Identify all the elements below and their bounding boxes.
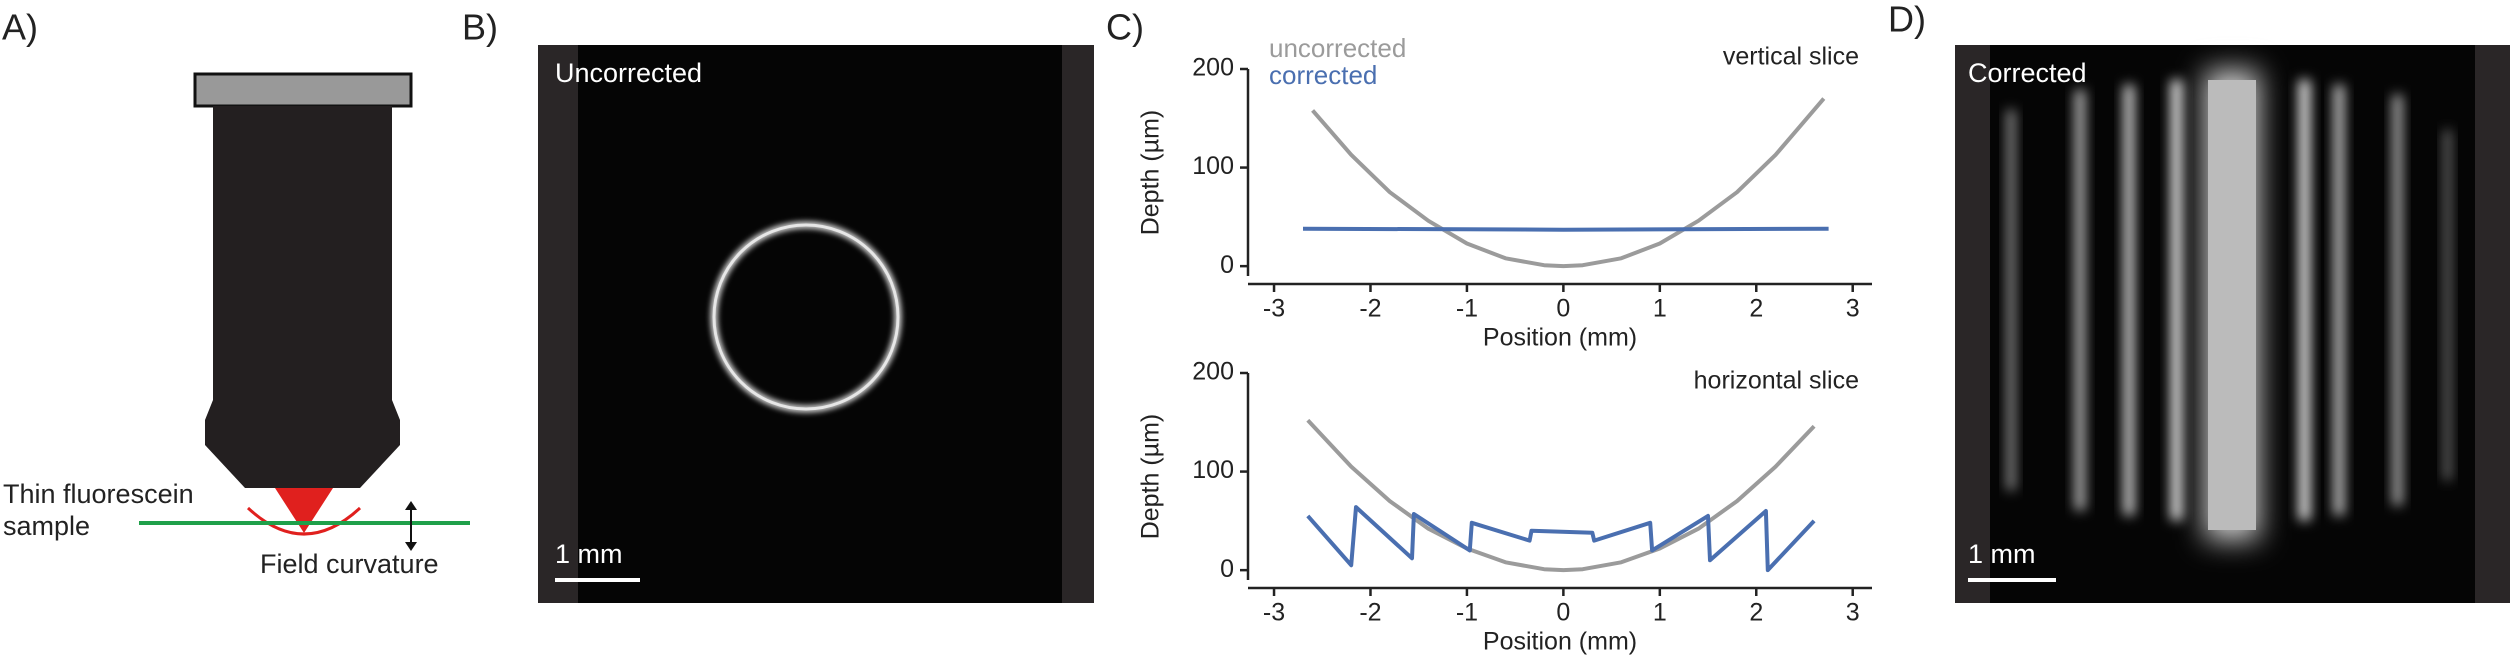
x-tick-label: -2 <box>1359 295 1381 323</box>
panel-label: D) <box>1888 0 1926 40</box>
x-tick-label: 0 <box>1556 599 1570 627</box>
y-tick-label: 100 <box>1192 152 1234 180</box>
panel-label: A) <box>2 7 38 48</box>
x-tick-label: 3 <box>1846 599 1860 627</box>
legend-entry: corrected <box>1269 60 1377 90</box>
curvature-label: Field curvature <box>260 549 439 579</box>
scale-bar-label: 1 mm <box>1968 539 2036 569</box>
y-tick-label: 0 <box>1220 251 1234 279</box>
y-axis-label: Depth (µm) <box>1137 414 1165 540</box>
x-tick-label: 3 <box>1846 295 1860 323</box>
x-tick-label: -3 <box>1263 295 1285 323</box>
annotation: vertical slice <box>1723 43 1859 71</box>
x-tick-label: -3 <box>1263 599 1285 627</box>
x-tick-label: -2 <box>1359 599 1381 627</box>
panel-label: B) <box>462 7 498 48</box>
data-line <box>1311 97 1826 269</box>
y-axis-label: Depth (µm) <box>1137 110 1165 236</box>
x-tick-label: -1 <box>1456 295 1478 323</box>
sample-label: sample <box>3 511 90 541</box>
annotation: horizontal slice <box>1694 367 1859 395</box>
y-tick-label: 100 <box>1192 456 1234 484</box>
x-tick-label: 0 <box>1556 295 1570 323</box>
objective-diagram <box>139 72 470 551</box>
scale-bar-label: 1 mm <box>555 539 623 569</box>
corrected-image <box>1955 45 2510 603</box>
image-title: Corrected <box>1968 58 2087 88</box>
panel-label: C) <box>1106 7 1144 48</box>
image-title: Uncorrected <box>555 58 702 88</box>
x-tick-label: 1 <box>1653 599 1667 627</box>
data-line <box>1306 418 1816 573</box>
legend-entry: uncorrected <box>1269 33 1406 63</box>
y-tick-label: 200 <box>1192 54 1234 82</box>
y-tick-label: 200 <box>1192 358 1234 386</box>
x-tick-label: -1 <box>1456 599 1478 627</box>
y-tick-label: 0 <box>1220 555 1234 583</box>
sample-label: Thin fluorescein <box>3 479 194 509</box>
data-line <box>1302 226 1829 232</box>
x-axis-label: Position (mm) <box>1483 628 1637 656</box>
uncorrected-image <box>538 45 1094 603</box>
x-tick-label: 2 <box>1749 599 1763 627</box>
x-tick-label: 2 <box>1749 295 1763 323</box>
data-line <box>1306 505 1816 573</box>
x-axis-label: Position (mm) <box>1483 324 1637 352</box>
x-tick-label: 1 <box>1653 295 1667 323</box>
